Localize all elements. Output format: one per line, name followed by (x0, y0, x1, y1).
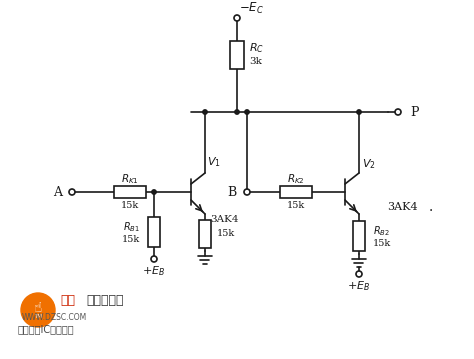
Circle shape (357, 110, 361, 114)
Text: $R_C$: $R_C$ (249, 41, 264, 55)
Text: 维库: 维库 (60, 294, 75, 308)
Circle shape (356, 271, 362, 277)
Circle shape (21, 293, 55, 327)
Text: 15k: 15k (217, 229, 235, 238)
Text: $V_2$: $V_2$ (362, 157, 376, 171)
Text: TM: TM (34, 314, 42, 320)
Text: 3k: 3k (249, 57, 262, 66)
Bar (230, 41, 244, 69)
Text: A: A (53, 186, 62, 199)
Circle shape (203, 110, 207, 114)
Bar (280, 186, 312, 198)
Text: 15k: 15k (373, 238, 391, 247)
Circle shape (235, 110, 239, 114)
Text: $R_{K1}$: $R_{K1}$ (121, 172, 139, 186)
Bar (114, 186, 146, 198)
Text: $R_{B2}$: $R_{B2}$ (373, 224, 390, 238)
Text: 15k: 15k (287, 200, 305, 210)
Text: $R_{K2}$: $R_{K2}$ (287, 172, 305, 186)
Bar (148, 217, 160, 247)
Text: $+E_B$: $+E_B$ (347, 279, 371, 293)
Circle shape (395, 109, 401, 115)
Circle shape (69, 189, 75, 195)
Text: $+E_B$: $+E_B$ (142, 264, 165, 278)
Text: 电子市场网: 电子市场网 (86, 294, 124, 308)
Bar (199, 220, 211, 248)
Text: WWW.DZSC.COM: WWW.DZSC.COM (22, 313, 87, 322)
Text: $V_1$: $V_1$ (207, 155, 221, 169)
Text: 15k: 15k (122, 234, 140, 243)
Text: P: P (410, 106, 419, 118)
Circle shape (244, 189, 250, 195)
Text: 全球最大IC采购网站: 全球最大IC采购网站 (18, 324, 74, 334)
Circle shape (151, 256, 157, 262)
Circle shape (234, 15, 240, 21)
Text: 3AK4: 3AK4 (210, 214, 238, 224)
Text: $-E_C$: $-E_C$ (239, 0, 264, 15)
Circle shape (152, 190, 156, 194)
Text: 3AK4: 3AK4 (387, 202, 418, 212)
Text: .: . (429, 200, 433, 214)
Text: 15k: 15k (121, 200, 139, 210)
Text: B: B (228, 186, 237, 199)
Bar (353, 221, 365, 251)
Text: $R_{B1}$: $R_{B1}$ (123, 220, 140, 234)
Circle shape (245, 110, 249, 114)
Text: ☝: ☝ (34, 301, 42, 315)
